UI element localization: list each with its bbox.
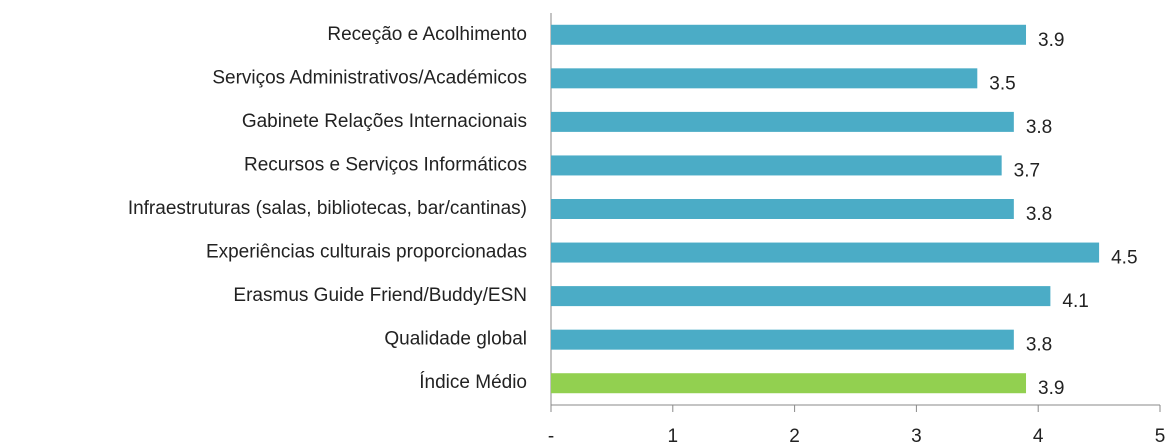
bar	[551, 286, 1051, 307]
y-tick-label: Recursos e Serviços Informáticos	[244, 154, 527, 175]
x-tick-label: 1	[668, 426, 679, 446]
value-label: 3.8	[1026, 204, 1052, 225]
bar	[551, 111, 1014, 132]
y-tick-label: Receção e Acolhimento	[327, 24, 527, 45]
y-tick-label: Serviços Administrativos/Académicos	[212, 67, 527, 88]
y-tick-label: Infraestruturas (salas, bibliotecas, bar…	[128, 198, 527, 219]
y-tick-label: Experiências culturais proporcionadas	[206, 242, 527, 263]
value-label: 3.7	[1014, 160, 1040, 181]
x-tick-label: 4	[1033, 426, 1044, 446]
y-tick-label: Qualidade global	[384, 329, 527, 350]
x-tick-label: 2	[789, 426, 800, 446]
x-tick-label: 3	[911, 426, 922, 446]
bar	[551, 373, 1027, 394]
bar	[551, 68, 978, 89]
bar	[551, 155, 1002, 176]
y-tick-label: Erasmus Guide Friend/Buddy/ESN	[233, 285, 527, 306]
value-label: 3.5	[989, 73, 1015, 94]
y-tick-label: Gabinete Relações Internacionais	[242, 111, 527, 132]
x-tick-label: 5	[1155, 426, 1166, 446]
value-label: 4.1	[1062, 291, 1088, 312]
bar	[551, 242, 1100, 263]
value-label: 3.8	[1026, 117, 1052, 138]
value-label: 3.9	[1038, 30, 1064, 51]
value-label: 3.9	[1038, 378, 1064, 399]
value-label: 3.8	[1026, 335, 1052, 356]
x-tick-label: -	[548, 426, 554, 446]
bar	[551, 24, 1027, 45]
bar	[551, 329, 1014, 350]
y-tick-label: Índice Médio	[419, 372, 527, 393]
value-label: 4.5	[1111, 248, 1137, 269]
bar	[551, 199, 1014, 219]
